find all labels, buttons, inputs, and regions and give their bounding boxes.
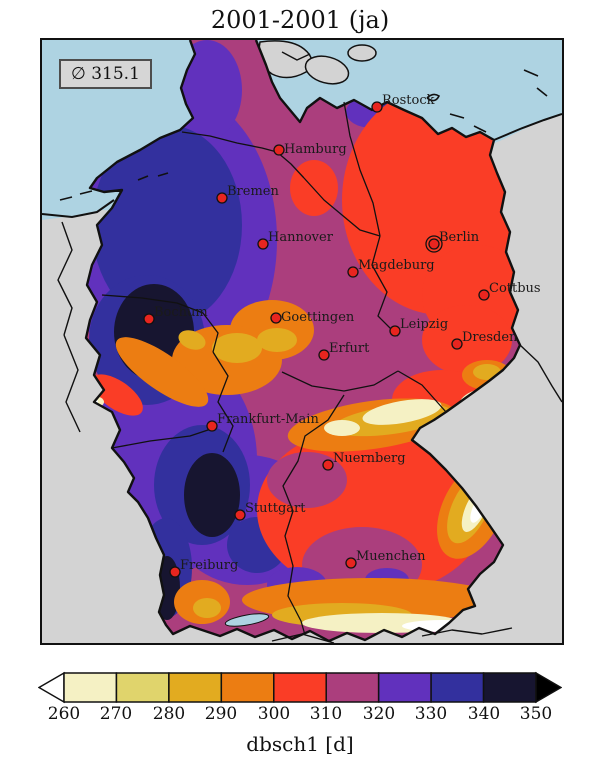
islands — [59, 69, 548, 201]
average-value-badge: ∅ 315.1 — [59, 59, 152, 89]
colorbar-segments — [63, 672, 537, 703]
svg-text:Leipzig: Leipzig — [400, 317, 448, 332]
city-muenchen: Muenchen — [345, 549, 426, 569]
svg-text:Bremen: Bremen — [227, 184, 279, 199]
city-frankfurt-main: Frankfurt-Main — [206, 412, 319, 432]
svg-text:Freiburg: Freiburg — [180, 558, 238, 573]
svg-text:Hannover: Hannover — [268, 230, 334, 245]
svg-text:Magdeburg: Magdeburg — [358, 258, 435, 273]
city-hannover: Hannover — [257, 230, 334, 250]
page-title: 2001-2001 (ja) — [210, 6, 390, 34]
colorbar-overflow-arrow — [535, 671, 563, 704]
svg-text:Erfurt: Erfurt — [329, 341, 370, 356]
colorbar-ticks: 260 270 280 290 300 310 320 330 340 350 — [38, 704, 562, 726]
svg-text:Muenchen: Muenchen — [356, 549, 426, 564]
tick-label: 320 — [362, 704, 396, 724]
tick-label: 270 — [99, 704, 133, 724]
svg-text:Goettingen: Goettingen — [281, 310, 355, 325]
cities: Rostock Hamburg Bremen Hannover Berlin M… — [143, 93, 541, 578]
svg-text:Rostock: Rostock — [382, 93, 435, 108]
colorbar-underflow-arrow — [37, 671, 65, 704]
city-magdeburg: Magdeburg — [347, 258, 435, 278]
svg-text:Cottbus: Cottbus — [489, 281, 541, 296]
tick-label: 350 — [519, 704, 553, 724]
city-rostock: Rostock — [371, 93, 435, 113]
city-dresden: Dresden — [451, 330, 518, 350]
colorbar-canvas — [37, 671, 563, 704]
svg-text:Frankfurt-Main: Frankfurt-Main — [217, 412, 319, 427]
svg-text:Hamburg: Hamburg — [284, 142, 347, 157]
state-borders — [101, 101, 447, 636]
colorbar-axis-label: dbsch1 [d] — [246, 732, 354, 756]
map-canvas: Rostock Hamburg Bremen Hannover Berlin M… — [42, 40, 562, 643]
germany-map: Rostock Hamburg Bremen Hannover Berlin M… — [40, 38, 564, 645]
tick-label: 340 — [467, 704, 501, 724]
city-goettingen: Goettingen — [270, 310, 355, 325]
colorbar — [37, 671, 563, 704]
svg-text:Bochum: Bochum — [154, 305, 208, 320]
denmark-land — [258, 40, 377, 85]
city-leipzig: Leipzig — [389, 317, 448, 337]
tick-label: 300 — [257, 704, 291, 724]
city-bremen: Bremen — [216, 184, 279, 204]
tick-label: 310 — [309, 704, 343, 724]
neighbor-borders — [57, 51, 562, 643]
city-stuttgart: Stuttgart — [234, 501, 306, 521]
tick-label: 330 — [414, 704, 448, 724]
city-bochum: Bochum — [143, 305, 208, 325]
svg-text:Nuernberg: Nuernberg — [333, 451, 406, 466]
svg-text:Berlin: Berlin — [439, 230, 480, 245]
svg-text:Dresden: Dresden — [462, 330, 518, 345]
city-erfurt: Erfurt — [318, 341, 370, 361]
coastlines — [42, 113, 562, 219]
city-nuernberg: Nuernberg — [322, 451, 406, 471]
tick-label: 290 — [204, 704, 238, 724]
city-berlin: Berlin — [428, 230, 480, 250]
city-freiburg: Freiburg — [169, 558, 238, 578]
tick-label: 260 — [47, 704, 81, 724]
tick-label: 280 — [152, 704, 186, 724]
lake-constance — [224, 613, 270, 627]
city-cottbus: Cottbus — [478, 281, 541, 301]
svg-text:Stuttgart: Stuttgart — [245, 501, 306, 516]
city-hamburg: Hamburg — [273, 142, 347, 157]
germany-border — [84, 40, 522, 643]
